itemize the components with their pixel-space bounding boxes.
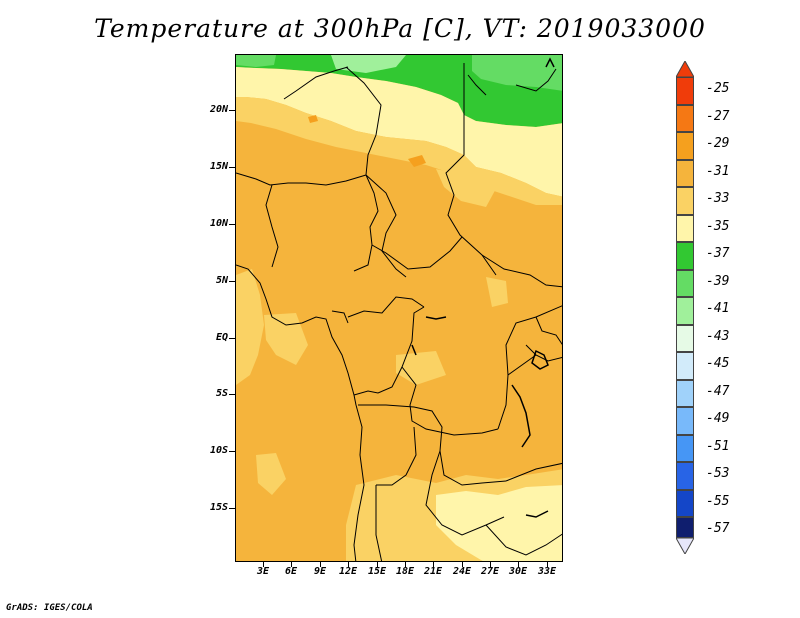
- legend-label: -57: [706, 521, 730, 536]
- legend-color-box: [676, 324, 694, 352]
- lon-tick: [320, 562, 321, 567]
- legend-label: -53: [706, 466, 730, 481]
- lon-label: 12E: [338, 566, 358, 577]
- legend-label: -43: [706, 328, 730, 344]
- legend-color-box: [676, 159, 694, 187]
- field-yellow-patch: [436, 169, 498, 207]
- lat-label: 15S: [209, 502, 228, 513]
- lat-label: 10N: [209, 218, 228, 229]
- legend-label: -51: [706, 438, 730, 454]
- legend-color-box: [676, 434, 694, 462]
- lon-tick: [377, 562, 378, 567]
- lat-label: 20N: [209, 104, 228, 115]
- legend-color-box: [676, 297, 694, 325]
- lat-label: EQ: [215, 332, 228, 343]
- legend-label: -33: [706, 191, 730, 206]
- legend-label: -35: [706, 218, 730, 234]
- legend-label: -41: [706, 301, 730, 316]
- lon-label: 9E: [313, 566, 327, 577]
- lon-label: 24E: [452, 566, 472, 577]
- lon-label: 18E: [395, 566, 415, 577]
- credit-text: GrADS: IGES/COLA: [6, 603, 93, 613]
- legend-label: -45: [706, 356, 730, 371]
- lat-tick: [229, 338, 235, 339]
- lon-tick: [291, 562, 292, 567]
- field-yellow-speck-sw: [256, 453, 286, 495]
- lon-tick: [405, 562, 406, 567]
- borders: [236, 63, 562, 561]
- lat-tick: [229, 451, 235, 452]
- legend-label: -27: [706, 108, 730, 124]
- lat-tick: [229, 167, 235, 168]
- legend-color-box: [676, 407, 694, 435]
- legend-label: -37: [706, 246, 730, 261]
- field-orange-speck: [308, 115, 318, 123]
- lat-label: 5S: [215, 388, 228, 399]
- legend-label: -29: [706, 136, 730, 151]
- legend-label: -31: [706, 163, 730, 179]
- legend-color-box: [676, 352, 694, 380]
- lat-tick: [229, 224, 235, 225]
- lon-label: 30E: [508, 566, 528, 577]
- field-yellow-west: [236, 269, 264, 385]
- legend-color-box: [676, 242, 694, 270]
- lon-tick: [263, 562, 264, 567]
- lon-tick: [547, 562, 548, 567]
- field-orange-patch: [408, 155, 426, 167]
- lon-label: 15E: [367, 566, 387, 577]
- legend-bottom-arrow: [676, 538, 694, 554]
- legend-color-box: [676, 462, 694, 490]
- legend-label: -49: [706, 411, 730, 426]
- lon-tick: [462, 562, 463, 567]
- legend-label: -47: [706, 383, 730, 399]
- field-yellow-coast: [264, 313, 308, 365]
- legend-color-box: [676, 187, 694, 215]
- field-yellow-east: [486, 277, 508, 307]
- lon-tick: [348, 562, 349, 567]
- field-yellow-congo: [396, 351, 446, 385]
- legend-color-box: [676, 489, 694, 517]
- legend-color-box: [676, 132, 694, 160]
- legend-color-box: [676, 269, 694, 297]
- legend-color-box: [676, 104, 694, 132]
- lon-tick: [518, 562, 519, 567]
- field-pale-green: [331, 55, 406, 73]
- field-light-green-west: [236, 55, 276, 67]
- legend-top-arrow: [676, 61, 694, 77]
- legend-color-box: [676, 214, 694, 242]
- lon-tick: [433, 562, 434, 567]
- chart-title: Temperature at 300hPa [C], VT: 201903300…: [94, 14, 706, 43]
- map-panel: [235, 54, 563, 562]
- lat-label: 5N: [215, 275, 228, 286]
- map-canvas: [236, 55, 562, 561]
- legend-label: -25: [706, 81, 730, 96]
- lon-label: 27E: [480, 566, 500, 577]
- lat-tick: [229, 110, 235, 111]
- lat-tick: [229, 394, 235, 395]
- field-pale-yellow-south: [436, 485, 562, 561]
- legend-label: -55: [706, 493, 730, 509]
- lat-label: 15N: [209, 161, 228, 172]
- lon-label: 33E: [537, 566, 557, 577]
- lakes: [411, 57, 555, 518]
- legend-label: -39: [706, 273, 730, 289]
- lon-tick: [490, 562, 491, 567]
- lat-label: 10S: [209, 445, 228, 456]
- field-yellow-north: [236, 97, 562, 205]
- legend-color-box: [676, 379, 694, 407]
- legend-color-box: [676, 77, 694, 105]
- lat-tick: [229, 281, 235, 282]
- lon-label: 3E: [256, 566, 270, 577]
- field-light-green: [472, 55, 562, 91]
- lon-label: 6E: [284, 566, 298, 577]
- lat-tick: [229, 508, 235, 509]
- lon-label: 21E: [423, 566, 443, 577]
- field-pale-yellow-north: [236, 67, 562, 197]
- legend-color-box: [676, 517, 694, 538]
